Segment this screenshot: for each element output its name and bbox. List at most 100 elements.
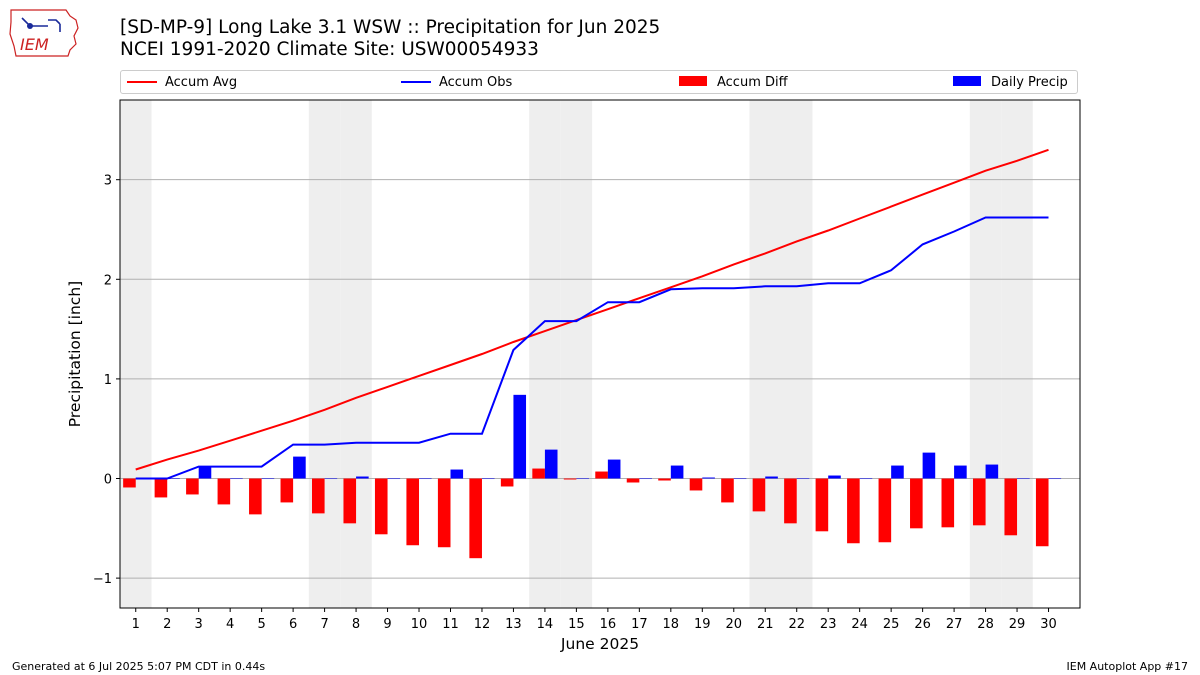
x-tick-label: 23 <box>820 617 837 632</box>
daily-precip-bar <box>828 475 841 479</box>
x-tick-label: 2 <box>163 617 171 632</box>
accum-diff-bar <box>689 478 703 491</box>
accum-avg-line <box>135 148 1049 471</box>
accum-diff-bar <box>1004 478 1018 536</box>
legend-entry-accum-obs: Accum Obs <box>401 73 512 93</box>
x-tick-label: 22 <box>788 617 805 632</box>
weekend-shade-day-8 <box>340 100 372 608</box>
accum-diff-bar <box>563 478 577 480</box>
daily-precip-bar <box>891 465 904 479</box>
daily-precip-bar <box>261 478 275 480</box>
accum-diff-bar <box>941 478 955 528</box>
daily-precip-bar <box>198 466 212 479</box>
daily-precip-bar <box>167 478 180 480</box>
accum-diff-bar <box>437 478 451 548</box>
x-tick-label: 6 <box>289 617 297 632</box>
iem-logo: IEM <box>9 9 79 57</box>
daily-precip-bar <box>702 477 715 479</box>
x-tick-label: 19 <box>694 617 711 632</box>
legend-entry-daily-precip: Daily Precip <box>953 73 1068 93</box>
x-tick-label: 16 <box>600 617 617 632</box>
x-tick-label: 10 <box>411 617 428 632</box>
daily-precip-bar <box>954 465 967 479</box>
accum-diff-bar <box>815 478 829 532</box>
weekend-shade-day-15 <box>560 100 593 608</box>
accum-diff-bar <box>374 478 388 535</box>
accum-diff-bar <box>1035 478 1049 547</box>
legend-entry-accum-diff: Accum Diff <box>679 73 788 93</box>
daily-precip-bar <box>765 476 778 479</box>
x-tick-label: 29 <box>1009 617 1026 632</box>
x-tick-label: 14 <box>537 617 554 632</box>
accum-diff-bar <box>500 478 514 487</box>
daily-precip-bar <box>544 449 558 479</box>
daily-precip-bar <box>324 478 338 480</box>
daily-precip-bar <box>356 476 369 479</box>
weekend-shade-day-28 <box>969 100 1002 608</box>
daily-precip-bar <box>387 478 401 480</box>
x-tick-label: 7 <box>320 617 328 632</box>
daily-precip-bar <box>576 478 589 480</box>
daily-precip-bar <box>733 478 747 480</box>
daily-precip-bar <box>607 459 621 479</box>
y-tick-label: 1 <box>104 373 112 388</box>
x-tick-label: 25 <box>883 617 900 632</box>
legend-swatch-accum-obs <box>401 80 431 83</box>
accum-diff-bar <box>626 478 640 483</box>
accum-diff-bar <box>532 468 545 479</box>
chart-subtitle: NCEI 1991-2020 Climate Site: USW00054933 <box>120 39 539 60</box>
x-tick-label: 3 <box>195 617 203 632</box>
x-tick-label: 27 <box>946 617 963 632</box>
daily-precip-bar <box>293 456 306 479</box>
chart-legend: Accum Avg Accum Obs Accum Diff Daily Pre… <box>120 70 1078 94</box>
legend-swatch-daily-precip <box>953 76 981 86</box>
accum-diff-bar <box>280 478 294 503</box>
y-axis-label: Precipitation [inch] <box>66 281 84 427</box>
accum-diff-bar <box>343 478 357 524</box>
x-tick-label: 15 <box>568 617 585 632</box>
daily-precip-bar <box>859 478 873 480</box>
accum-diff-bar <box>249 478 262 515</box>
daily-precip-bar <box>1017 478 1030 480</box>
plot-frame <box>119 99 1081 609</box>
daily-precip-bar <box>985 464 999 479</box>
x-tick-label: 1 <box>132 617 140 632</box>
daily-precip-bar <box>230 478 243 480</box>
accum-diff-bar <box>595 471 608 479</box>
accum-obs-line <box>135 216 1049 480</box>
daily-precip-bar <box>513 394 527 479</box>
accum-diff-bar <box>469 478 482 559</box>
x-tick-label: 12 <box>474 617 491 632</box>
y-tick-label: 3 <box>104 174 112 189</box>
wind-vane-icon <box>21 17 61 32</box>
legend-label-daily-precip: Daily Precip <box>991 75 1068 90</box>
daily-precip-bar <box>639 478 652 480</box>
x-axis-label: June 2025 <box>560 635 639 653</box>
accum-diff-bar <box>752 478 766 512</box>
y-tick-label: −1 <box>93 572 112 587</box>
x-tick-label: 4 <box>226 617 234 632</box>
x-tick-label: 8 <box>352 617 360 632</box>
legend-label-accum-avg: Accum Avg <box>165 75 238 90</box>
weekend-shade-day-14 <box>529 100 561 608</box>
accum-diff-bar <box>217 478 231 505</box>
legend-swatch-accum-avg <box>127 80 157 83</box>
accum-diff-bar <box>658 478 671 481</box>
x-tick-label: 13 <box>505 617 522 632</box>
accum-diff-bar <box>910 478 923 529</box>
weekend-shade-day-21 <box>749 100 781 608</box>
x-tick-label: 21 <box>757 617 774 632</box>
accum-diff-bar <box>784 478 797 524</box>
daily-precip-bar <box>670 465 684 479</box>
accum-diff-bar <box>721 478 734 503</box>
y-tick-label: 0 <box>104 473 112 488</box>
accum-diff-bar <box>972 478 986 526</box>
x-tick-label: 26 <box>914 617 931 632</box>
accum-diff-bar <box>186 478 199 495</box>
x-tick-label: 20 <box>725 617 742 632</box>
legend-label-accum-diff: Accum Diff <box>717 75 788 90</box>
x-tick-label: 17 <box>631 617 648 632</box>
legend-label-accum-obs: Accum Obs <box>439 75 513 90</box>
